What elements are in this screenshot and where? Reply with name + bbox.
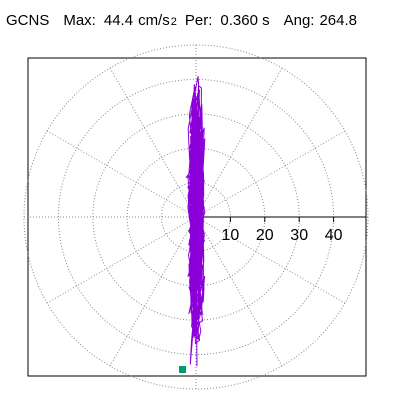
- x-tick-label-30: 30: [290, 227, 308, 244]
- period-value: 0.360 s: [220, 12, 270, 29]
- particle-motion-trace: [185, 76, 206, 367]
- x-tick-label-40: 40: [325, 227, 343, 244]
- angle-value: 264.8: [319, 12, 357, 29]
- max-label: Max:: [63, 12, 96, 29]
- period-label: Per:: [184, 12, 213, 29]
- angle-label: Ang:: [283, 12, 315, 29]
- plot-header: GCNS Max: 44.4 cm/s 2 Per: 0.360 s Ang: 2…: [6, 12, 357, 36]
- max-unit-exponent: 2: [170, 16, 177, 28]
- max-unit: cm/s: [138, 12, 170, 29]
- max-value: 44.4: [103, 12, 134, 29]
- x-axis-ticks: 10 20 30 40: [222, 217, 343, 244]
- x-tick-label-10: 10: [222, 227, 240, 244]
- x-tick-label-20: 20: [256, 227, 274, 244]
- station-code: GCNS: [6, 12, 50, 29]
- end-marker: [179, 366, 186, 373]
